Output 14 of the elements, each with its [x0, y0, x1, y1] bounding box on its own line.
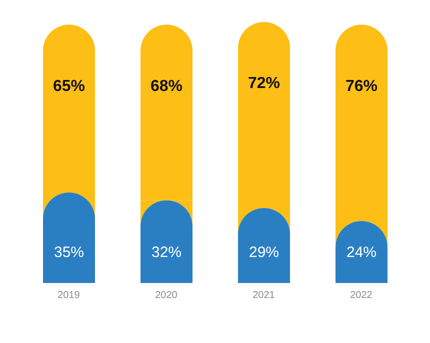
- data-label: 24%: [346, 244, 377, 261]
- data-label: 76%: [345, 78, 378, 95]
- data-label: 68%: [150, 78, 183, 95]
- data-label: 29%: [248, 244, 280, 261]
- data-label: 72%: [248, 75, 280, 92]
- x-tick-label: 2021: [252, 290, 276, 302]
- data-label: 65%: [52, 78, 86, 95]
- x-tick-label: 2020: [155, 290, 178, 302]
- bar: [140, 200, 192, 283]
- x-tick-label: 2022: [350, 290, 373, 302]
- data-label: 32%: [151, 244, 182, 261]
- data-label: 35%: [54, 244, 84, 261]
- bar: [43, 192, 95, 283]
- x-tick-label: 2019: [58, 290, 80, 302]
